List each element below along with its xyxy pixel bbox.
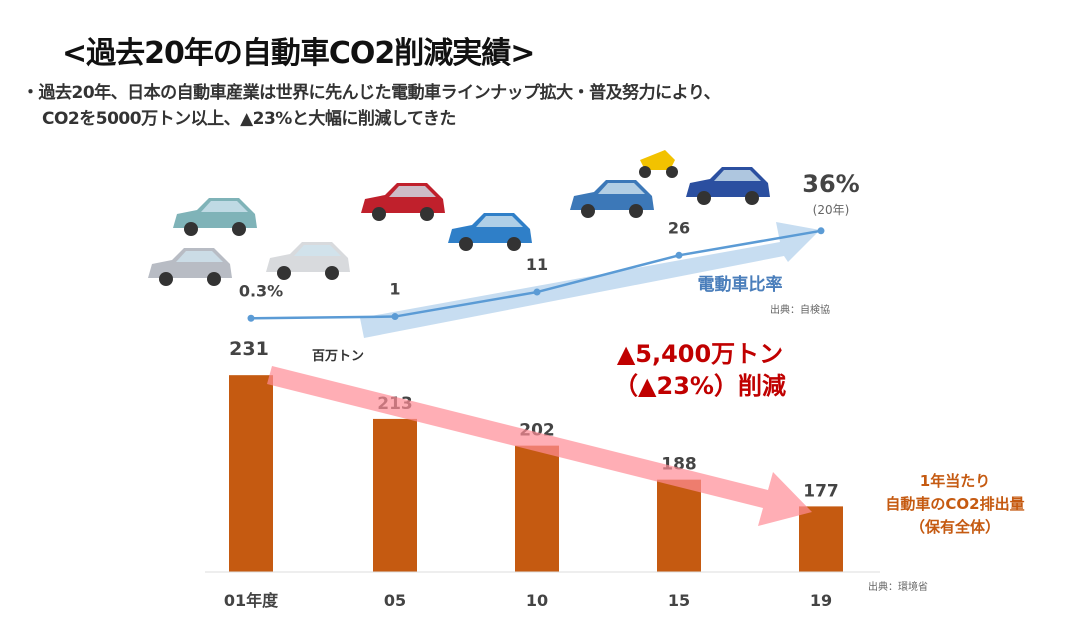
car-icon (361, 183, 445, 221)
car-icon (266, 242, 350, 280)
co2-bar-value: 177 (803, 481, 839, 501)
reduction-percent: （▲23%）削減 (614, 372, 786, 400)
ev-ratio-point (247, 314, 255, 322)
car-icon (173, 198, 257, 236)
x-tick-label: 15 (668, 591, 690, 610)
x-tick-label: 01年度 (224, 591, 279, 610)
bar-title-3: （保有全体） (910, 518, 1000, 536)
page-title: <過去20年の自動車CO2削減実績> (62, 36, 535, 71)
ev-ratio-point (675, 251, 683, 259)
x-tick-label: 19 (810, 591, 832, 610)
bar-title-1: 1年当たり (920, 472, 990, 490)
car-icon (686, 167, 770, 205)
co2-bar (515, 445, 559, 572)
co2-bar (229, 375, 273, 572)
ev-ratio-point (817, 227, 825, 235)
ev-ratio-point (533, 288, 541, 296)
ev-ratio-label: 11 (526, 255, 548, 274)
ev-ratio-year-note: (20年) (813, 203, 850, 217)
vehicle-images (148, 150, 770, 286)
reduction-amount: ▲5,400万トン (617, 340, 783, 368)
ev-ratio-label: 0.3% (239, 281, 283, 300)
car-icon (448, 213, 532, 251)
ev-ratio-label: 1 (389, 280, 400, 299)
unit-label: 百万トン (312, 349, 364, 364)
scooter-icon (639, 150, 678, 178)
subtitle-line-2: CO2を5000万トン以上、▲23%と大幅に削減してきた (42, 109, 456, 129)
ev-ratio-label: 36% (802, 170, 859, 198)
bar-source: 出典：環境省 (868, 580, 928, 593)
car-icon (570, 180, 654, 218)
ev-trend-arrow (360, 222, 820, 338)
ev-source: 出典：自検協 (770, 303, 830, 316)
x-tick-label: 10 (526, 591, 548, 610)
subtitle-line-1: ・過去20年、日本の自動車産業は世界に先んじた電動車ラインナップ拡大・普及努力に… (22, 83, 721, 103)
co2-bar (373, 418, 417, 572)
ev-ratio-title: 電動車比率 (698, 274, 783, 295)
co2-bar (657, 479, 701, 572)
ev-ratio-point (391, 313, 399, 321)
co2-bar-value: 231 (229, 338, 269, 360)
co2-reduction-arrow (267, 366, 812, 526)
car-icon (148, 248, 232, 286)
bar-title-2: 自動車のCO2排出量 (885, 495, 1024, 513)
co2-bar (799, 506, 843, 572)
ev-ratio-label: 26 (668, 218, 690, 237)
x-tick-label: 05 (384, 591, 406, 610)
